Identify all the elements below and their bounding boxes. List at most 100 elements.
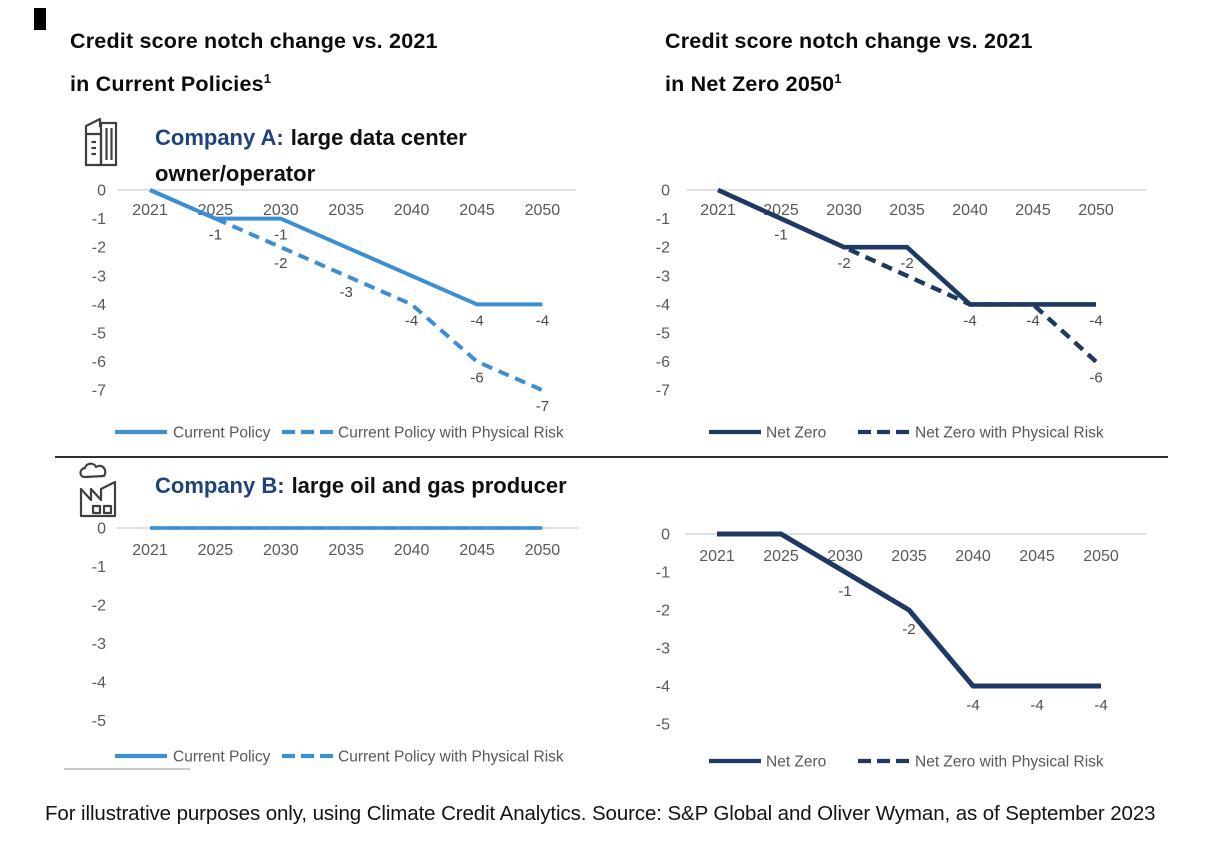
x-tick-label: 2035	[891, 548, 927, 565]
title-line-2-text: in Net Zero 2050	[665, 72, 835, 97]
data-label: -4	[1026, 312, 1039, 329]
legend-label: Net Zero	[766, 754, 826, 771]
data-label: -2	[900, 255, 913, 272]
company-b-header: Company B: large oil and gas producer	[155, 468, 915, 504]
y-tick-label: -6	[92, 354, 106, 371]
data-label: -4	[1089, 312, 1102, 329]
x-tick-label: 2040	[394, 202, 430, 219]
x-tick-label: 2035	[889, 202, 925, 219]
company-b-label: Company B:	[155, 473, 285, 498]
y-tick-label: -1	[92, 559, 106, 576]
y-tick-label: -2	[656, 603, 670, 620]
y-tick-label: -4	[656, 679, 670, 696]
x-tick-label: 2021	[700, 202, 736, 219]
x-tick-label: 2025	[763, 548, 799, 565]
x-tick-label: 2045	[1019, 548, 1055, 565]
y-tick-label: -1	[656, 211, 670, 228]
title-line-2: in Net Zero 20501	[665, 60, 1145, 103]
y-tick-label: 0	[661, 527, 670, 544]
y-tick-label: -5	[656, 326, 670, 343]
x-tick-label: 2035	[328, 542, 364, 559]
data-label: -2	[274, 255, 287, 272]
data-label: -4	[470, 312, 483, 329]
y-tick-label: -6	[656, 354, 670, 371]
data-label: -7	[536, 398, 549, 415]
x-tick-label: 2021	[132, 202, 168, 219]
x-tick-label: 2030	[827, 548, 863, 565]
data-label: -3	[340, 284, 353, 301]
x-tick-label: 2045	[459, 202, 495, 219]
data-label: -1	[274, 227, 287, 244]
y-tick-label: 0	[661, 183, 670, 200]
data-label: -1	[838, 583, 851, 600]
column-title-current-policies: Credit score notch change vs. 2021 in Cu…	[70, 22, 550, 103]
company-a-header: Company A: large data center owner/operat…	[155, 120, 595, 192]
y-tick-label: -2	[92, 240, 106, 257]
series-line-1	[717, 187, 1098, 364]
legend-label: Current Policy with Physical Risk	[338, 425, 564, 442]
data-label: -2	[837, 255, 850, 272]
bottom-left-stub-line	[64, 768, 190, 770]
legend-label: Net Zero	[766, 425, 826, 442]
x-tick-label: 2050	[1083, 548, 1119, 565]
series-line-0	[717, 531, 1101, 689]
chart-svg-b-netzero: 0 -1 -2 -3 -4 -5 2021 2025 2030 2035 2040 2045 2050 -…	[656, 527, 1146, 771]
x-tick-label: 2050	[1078, 202, 1114, 219]
office-buildings-icon	[78, 114, 132, 177]
x-tick-label: 2030	[263, 202, 299, 219]
series-line-0	[149, 188, 543, 307]
data-label: -1	[774, 227, 787, 244]
corner-mark	[34, 8, 46, 30]
y-tick-label: 0	[97, 521, 106, 538]
y-tick-label: -4	[656, 297, 670, 314]
y-tick-label: -3	[656, 641, 670, 658]
x-tick-label: 2021	[699, 548, 735, 565]
data-label: -6	[470, 370, 483, 387]
data-label: -4	[1030, 697, 1043, 714]
legend-label: Current Policy	[173, 425, 271, 442]
y-tick-label: -5	[656, 717, 670, 734]
x-tick-label: 2030	[263, 542, 299, 559]
x-tick-label: 2050	[525, 202, 561, 219]
data-label: -4	[963, 312, 976, 329]
data-label: -2	[902, 621, 915, 638]
y-tick-label: -1	[92, 211, 106, 228]
y-tick-label: -3	[656, 268, 670, 285]
title-line-2: in Current Policies1	[70, 60, 550, 103]
chart-svg-b-current: 0 -1 -2 -3 -4 -5 2021 2025 2030 2035 2040 2045 2050 C…	[92, 521, 579, 766]
x-tick-label: 2021	[132, 542, 168, 559]
title-line-2-text: in Current Policies	[70, 72, 264, 97]
data-label: -6	[1089, 370, 1102, 387]
x-tick-label: 2035	[328, 202, 364, 219]
factory-icon	[73, 460, 131, 525]
column-title-net-zero-2050: Credit score notch change vs. 2021 in Ne…	[665, 22, 1145, 103]
y-tick-label: -4	[92, 297, 106, 314]
x-tick-label: 2045	[459, 542, 495, 559]
y-tick-label: -1	[656, 565, 670, 582]
x-tick-label: 2040	[955, 548, 991, 565]
chart-company-b-net-zero: 0 -1 -2 -3 -4 -5 2021 2025 2030 2035 2040 2045 2050 -…	[640, 510, 1170, 788]
y-tick-label: -7	[92, 383, 106, 400]
title-line-1: Credit score notch change vs. 2021	[70, 29, 438, 53]
chart-company-b-current-policies: 0 -1 -2 -3 -4 -5 2021 2025 2030 2035 2040 2045 2050 C…	[60, 510, 590, 788]
data-label: -4	[405, 312, 418, 329]
company-a-label: Company A:	[155, 125, 284, 150]
x-tick-label: 2045	[1015, 202, 1051, 219]
y-tick-label: -5	[92, 713, 106, 730]
y-tick-label: -2	[656, 240, 670, 257]
legend-label: Current Policy	[173, 749, 271, 766]
chart-company-a-net-zero: 0 -1 -2 -3 -4 -5 -6 -7 2021 2025 2030 2035 2040 2045 2…	[640, 175, 1170, 465]
legend-label: Net Zero with Physical Risk	[915, 754, 1104, 771]
series-line-0	[717, 187, 1096, 307]
section-divider	[55, 456, 1168, 458]
title-line-1: Credit score notch change vs. 2021	[665, 29, 1033, 53]
data-label: -4	[1094, 697, 1107, 714]
x-tick-label: 2025	[198, 542, 234, 559]
y-tick-label: -2	[92, 598, 106, 615]
footnote-marker: 1	[263, 71, 272, 86]
chart-company-a-current-policies: 0 -1 -2 -3 -4 -5 -6 -7 2021 2025 2030 2035 2040 2045 2…	[60, 175, 590, 465]
x-tick-label: 2040	[394, 542, 430, 559]
y-tick-label: -3	[92, 268, 106, 285]
